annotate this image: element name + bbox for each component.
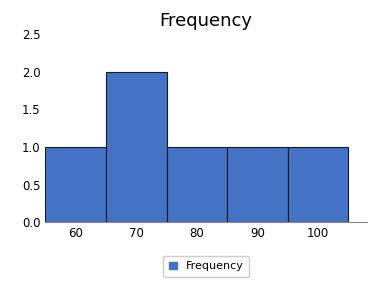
Legend: Frequency: Frequency: [163, 256, 249, 277]
Bar: [106, 72, 167, 222]
Title: Frequency: Frequency: [160, 12, 253, 30]
Bar: [227, 147, 288, 222]
Bar: [288, 147, 349, 222]
Bar: [45, 147, 106, 222]
Bar: [167, 147, 227, 222]
